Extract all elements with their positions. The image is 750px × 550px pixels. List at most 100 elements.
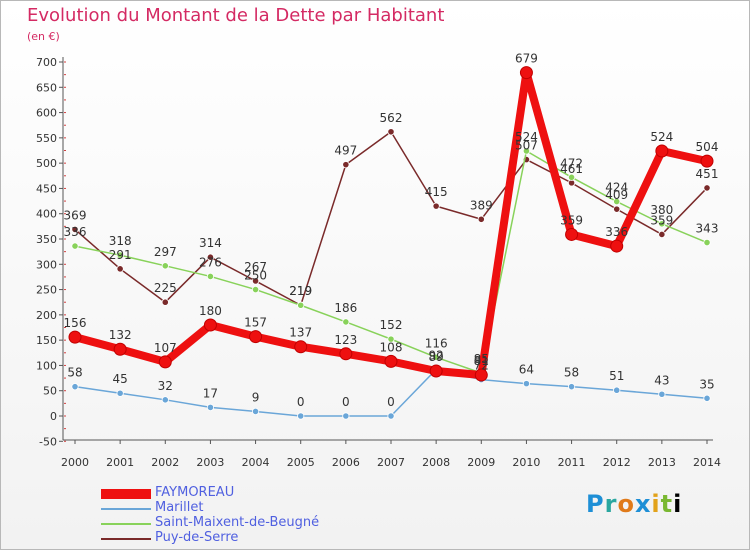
data-point — [68, 330, 82, 344]
data-label: 497 — [334, 144, 357, 158]
x-tick-label: 2006 — [332, 456, 360, 469]
data-label: 58 — [564, 366, 579, 380]
data-label: 415 — [425, 185, 448, 199]
data-point — [613, 205, 621, 213]
data-point — [158, 355, 172, 369]
data-label: 32 — [158, 379, 173, 393]
data-label: 35 — [699, 377, 714, 391]
x-tick-label: 2013 — [648, 456, 676, 469]
data-point — [342, 412, 350, 420]
data-label: 116 — [425, 336, 448, 350]
data-label: 123 — [334, 333, 357, 347]
data-point — [206, 253, 215, 261]
data-point — [249, 330, 263, 344]
data-point — [387, 412, 395, 420]
y-tick-label: 400 — [36, 208, 57, 221]
data-point — [116, 389, 124, 397]
data-label: 250 — [244, 269, 267, 283]
data-point — [610, 239, 624, 253]
data-point — [294, 340, 308, 354]
data-point — [116, 265, 124, 273]
data-label: 389 — [470, 198, 493, 212]
data-point — [613, 386, 621, 394]
data-point — [297, 301, 305, 309]
data-point — [703, 394, 711, 402]
y-tick-label: 250 — [36, 284, 57, 297]
data-point — [339, 347, 353, 361]
data-label: 108 — [380, 340, 403, 354]
data-point — [342, 161, 350, 169]
data-point — [700, 154, 714, 168]
data-point — [565, 227, 579, 241]
x-tick-label: 2001 — [106, 456, 134, 469]
data-point — [387, 128, 395, 136]
data-label: 359 — [650, 213, 673, 227]
data-point — [71, 242, 79, 250]
data-label: 336 — [605, 225, 628, 239]
data-point — [432, 353, 440, 361]
data-label: 132 — [109, 328, 132, 342]
data-point — [384, 354, 398, 368]
data-point — [477, 215, 485, 223]
data-label: 451 — [696, 167, 719, 181]
y-tick-label: 100 — [36, 359, 57, 372]
data-label: 72 — [474, 359, 489, 373]
proxiti-logo: Proxiti — [586, 490, 682, 518]
data-point — [567, 383, 576, 391]
data-label: 92 — [429, 348, 444, 362]
data-label: 472 — [560, 156, 583, 170]
y-tick-label: 550 — [36, 132, 57, 145]
data-point — [116, 251, 124, 259]
data-point — [387, 335, 395, 343]
data-point — [161, 396, 169, 404]
data-point — [251, 277, 260, 285]
data-point — [658, 220, 666, 228]
data-point — [658, 230, 666, 239]
data-point — [658, 390, 666, 398]
legend-label: Marillet — [155, 500, 204, 515]
data-point — [432, 202, 440, 210]
data-label: 225 — [154, 281, 177, 295]
data-point — [342, 318, 350, 326]
data-label: 562 — [380, 111, 403, 125]
data-point — [161, 298, 169, 306]
data-label: 507 — [515, 139, 538, 153]
logo-letter: i — [673, 490, 683, 518]
data-label: 359 — [560, 213, 583, 227]
data-label: 343 — [696, 222, 719, 236]
data-point — [703, 238, 711, 247]
x-tick-label: 2008 — [422, 456, 450, 469]
data-label: 58 — [67, 366, 82, 380]
data-point — [251, 407, 260, 416]
data-label: 45 — [113, 372, 128, 386]
data-point — [703, 184, 711, 192]
data-point — [71, 225, 79, 233]
data-label: 51 — [609, 369, 624, 383]
logo-letter: t — [660, 490, 674, 518]
data-point — [113, 342, 127, 356]
legend-label: Saint-Maixent-de-Beugné — [155, 515, 320, 530]
data-label: 336 — [64, 225, 87, 239]
y-tick-label: 450 — [36, 182, 57, 195]
data-point — [522, 380, 531, 388]
data-label: 369 — [64, 208, 87, 222]
data-point — [429, 364, 443, 378]
data-point — [297, 412, 305, 420]
data-label: 276 — [199, 255, 222, 269]
legend-swatch — [101, 538, 151, 540]
data-point — [161, 262, 169, 270]
y-tick-label: 500 — [36, 157, 57, 170]
legend-label: Puy-de-Serre — [155, 530, 239, 545]
legend-label: FAYMOREAU — [155, 485, 235, 500]
data-point — [251, 285, 260, 294]
y-tick-label: 650 — [36, 81, 57, 94]
data-label: 157 — [244, 316, 267, 330]
data-label: 219 — [289, 284, 312, 298]
data-label: 81 — [474, 354, 489, 368]
data-label: 409 — [605, 188, 628, 202]
data-label: 679 — [515, 52, 538, 66]
x-tick-label: 2000 — [61, 456, 89, 469]
data-label: 186 — [334, 301, 357, 315]
